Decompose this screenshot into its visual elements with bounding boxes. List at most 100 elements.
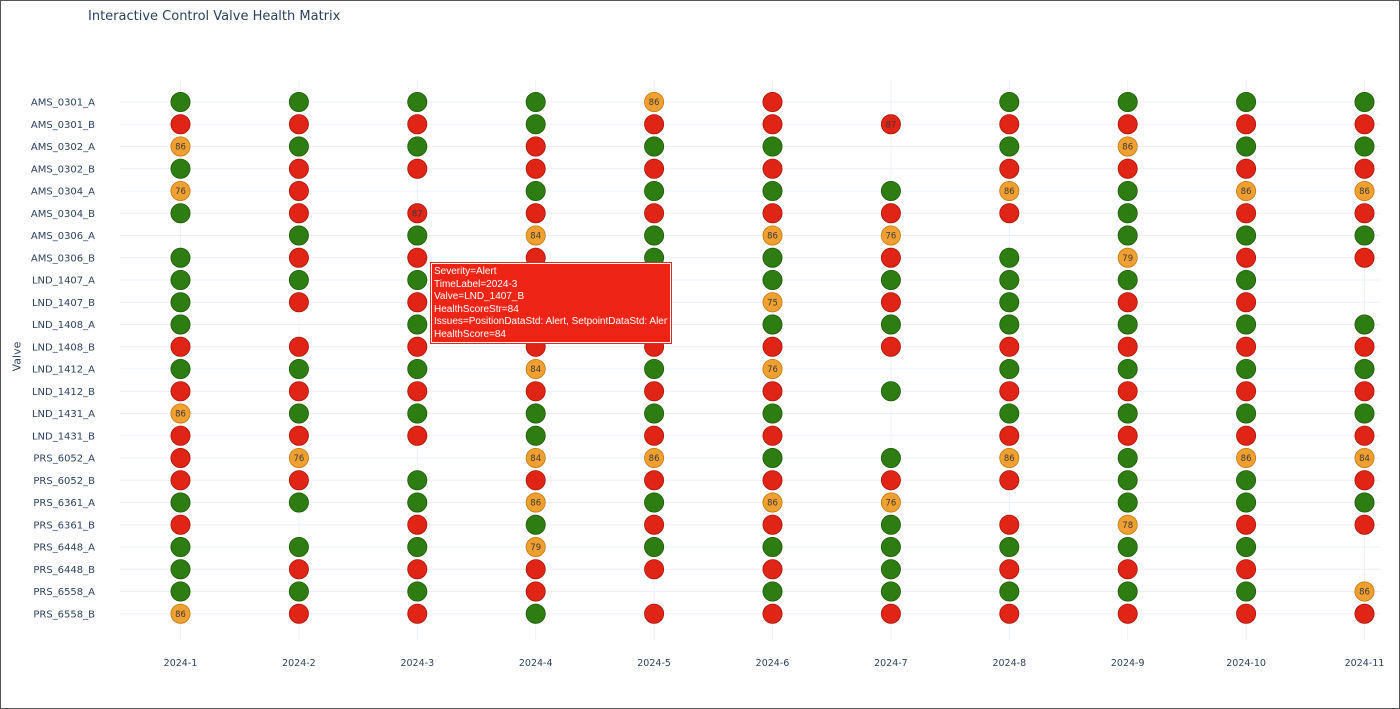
data-point[interactable] (170, 158, 191, 179)
data-point[interactable] (644, 381, 665, 402)
data-point[interactable] (644, 180, 665, 201)
data-point[interactable] (1117, 247, 1138, 268)
data-point[interactable] (407, 336, 428, 357)
data-point[interactable] (525, 92, 546, 113)
data-point[interactable] (407, 136, 428, 157)
data-point[interactable] (525, 358, 546, 379)
data-point[interactable] (999, 603, 1020, 624)
data-point[interactable] (407, 514, 428, 535)
data-point[interactable] (525, 559, 546, 580)
data-point[interactable] (880, 336, 901, 357)
data-point[interactable] (170, 581, 191, 602)
data-point[interactable] (762, 492, 783, 513)
data-point[interactable] (1117, 537, 1138, 558)
data-point[interactable] (880, 247, 901, 268)
data-point[interactable] (762, 92, 783, 113)
data-point[interactable] (407, 314, 428, 335)
data-point[interactable] (880, 269, 901, 290)
data-point[interactable] (999, 514, 1020, 535)
data-point[interactable] (525, 514, 546, 535)
data-point[interactable] (999, 247, 1020, 268)
data-point[interactable] (288, 292, 309, 313)
data-point[interactable] (1354, 358, 1375, 379)
data-point[interactable] (525, 403, 546, 424)
data-point[interactable] (1117, 158, 1138, 179)
data-point[interactable] (762, 292, 783, 313)
data-point[interactable] (762, 225, 783, 246)
data-point[interactable] (170, 403, 191, 424)
data-point[interactable] (999, 269, 1020, 290)
data-point[interactable] (288, 203, 309, 224)
data-point[interactable] (288, 425, 309, 446)
data-point[interactable] (407, 203, 428, 224)
data-point[interactable] (1236, 358, 1257, 379)
data-point[interactable] (407, 225, 428, 246)
data-point[interactable] (407, 603, 428, 624)
data-point[interactable] (1354, 92, 1375, 113)
data-point[interactable] (1236, 136, 1257, 157)
data-point[interactable] (1236, 559, 1257, 580)
data-point[interactable] (170, 292, 191, 313)
data-point[interactable] (288, 537, 309, 558)
data-point[interactable] (880, 470, 901, 491)
data-point[interactable] (288, 470, 309, 491)
data-point[interactable] (170, 247, 191, 268)
data-point[interactable] (170, 559, 191, 580)
data-point[interactable] (525, 225, 546, 246)
data-point[interactable] (999, 381, 1020, 402)
data-point[interactable] (880, 603, 901, 624)
data-point[interactable] (1354, 247, 1375, 268)
data-point[interactable] (288, 180, 309, 201)
data-point[interactable] (407, 358, 428, 379)
data-point[interactable] (644, 203, 665, 224)
data-point[interactable] (644, 358, 665, 379)
data-point[interactable] (525, 603, 546, 624)
data-point[interactable] (880, 314, 901, 335)
data-point[interactable] (288, 559, 309, 580)
data-point[interactable] (999, 158, 1020, 179)
data-point[interactable] (762, 158, 783, 179)
data-point[interactable] (1117, 603, 1138, 624)
data-point[interactable] (1117, 114, 1138, 135)
data-point[interactable] (1236, 381, 1257, 402)
data-point[interactable] (644, 492, 665, 513)
data-point[interactable] (1236, 603, 1257, 624)
data-point[interactable] (1236, 114, 1257, 135)
data-point[interactable] (170, 358, 191, 379)
data-point[interactable] (288, 358, 309, 379)
data-point[interactable] (525, 537, 546, 558)
data-point[interactable] (762, 247, 783, 268)
data-point[interactable] (1236, 403, 1257, 424)
data-point[interactable] (999, 114, 1020, 135)
data-point[interactable] (1354, 425, 1375, 446)
data-point[interactable] (525, 581, 546, 602)
data-point[interactable] (1117, 358, 1138, 379)
data-point[interactable] (762, 381, 783, 402)
data-point[interactable] (1354, 403, 1375, 424)
data-point[interactable] (288, 247, 309, 268)
data-point[interactable] (288, 269, 309, 290)
data-point[interactable] (880, 114, 901, 135)
data-point[interactable] (288, 581, 309, 602)
data-point[interactable] (999, 358, 1020, 379)
data-point[interactable] (762, 336, 783, 357)
data-point[interactable] (170, 180, 191, 201)
data-point[interactable] (1236, 203, 1257, 224)
data-point[interactable] (1117, 581, 1138, 602)
data-point[interactable] (1236, 514, 1257, 535)
data-point[interactable] (1236, 447, 1257, 468)
data-point[interactable] (644, 470, 665, 491)
data-point[interactable] (407, 269, 428, 290)
data-point[interactable] (407, 492, 428, 513)
data-point[interactable] (644, 559, 665, 580)
data-point[interactable] (170, 203, 191, 224)
data-point[interactable] (407, 381, 428, 402)
data-point[interactable] (880, 514, 901, 535)
data-point[interactable] (407, 292, 428, 313)
data-point[interactable] (1236, 581, 1257, 602)
data-point[interactable] (880, 203, 901, 224)
data-point[interactable] (1354, 114, 1375, 135)
data-point[interactable] (880, 292, 901, 313)
data-point[interactable] (288, 403, 309, 424)
data-point[interactable] (288, 603, 309, 624)
